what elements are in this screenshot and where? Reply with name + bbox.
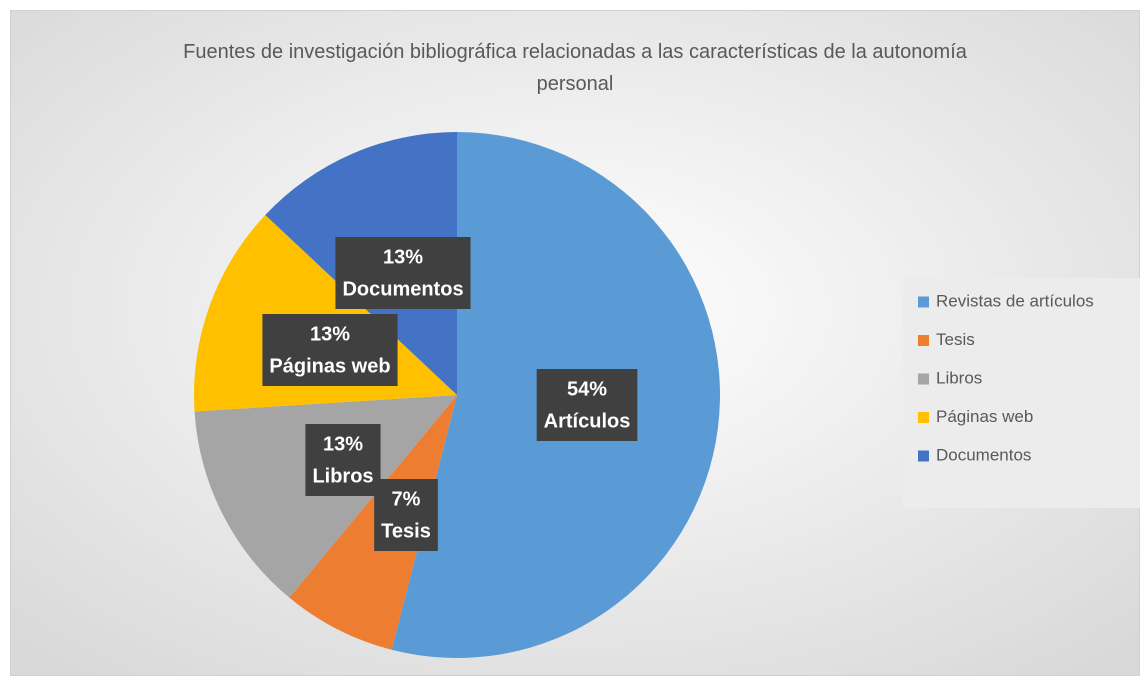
data-label-name: Páginas web	[269, 355, 390, 377]
legend-label: Tesis	[936, 330, 975, 349]
data-label-value: 7%	[392, 488, 421, 510]
legend-box	[903, 278, 1140, 508]
legend-label: Libros	[936, 368, 982, 387]
data-label-value: 13%	[383, 246, 423, 268]
legend-label: Revistas de artículos	[936, 291, 1094, 310]
data-label-name: Tesis	[381, 520, 431, 542]
legend-swatch	[918, 296, 929, 308]
data-label-box	[536, 369, 638, 441]
data-label-box	[262, 314, 398, 386]
data-label-value: 54%	[567, 378, 607, 400]
data-label-name: Libros	[312, 465, 373, 487]
data-label-name: Artículos	[544, 410, 631, 432]
legend-swatch	[918, 412, 929, 423]
chart-title: Fuentes de investigación bibliográfica r…	[183, 41, 967, 95]
legend-label: Páginas web	[936, 407, 1033, 426]
legend-swatch	[918, 373, 929, 385]
pie-slice	[289, 395, 457, 650]
legend-label: Documentos	[936, 445, 1031, 464]
legend-swatch	[918, 450, 929, 462]
data-label-box	[335, 237, 471, 309]
data-label-box	[305, 424, 381, 496]
data-label-value: 13%	[323, 433, 363, 455]
data-label-value: 13%	[310, 323, 350, 345]
pie-slice	[194, 395, 457, 598]
data-label-name: Documentos	[342, 278, 463, 300]
data-label-box	[374, 479, 438, 551]
legend-swatch	[918, 335, 929, 346]
